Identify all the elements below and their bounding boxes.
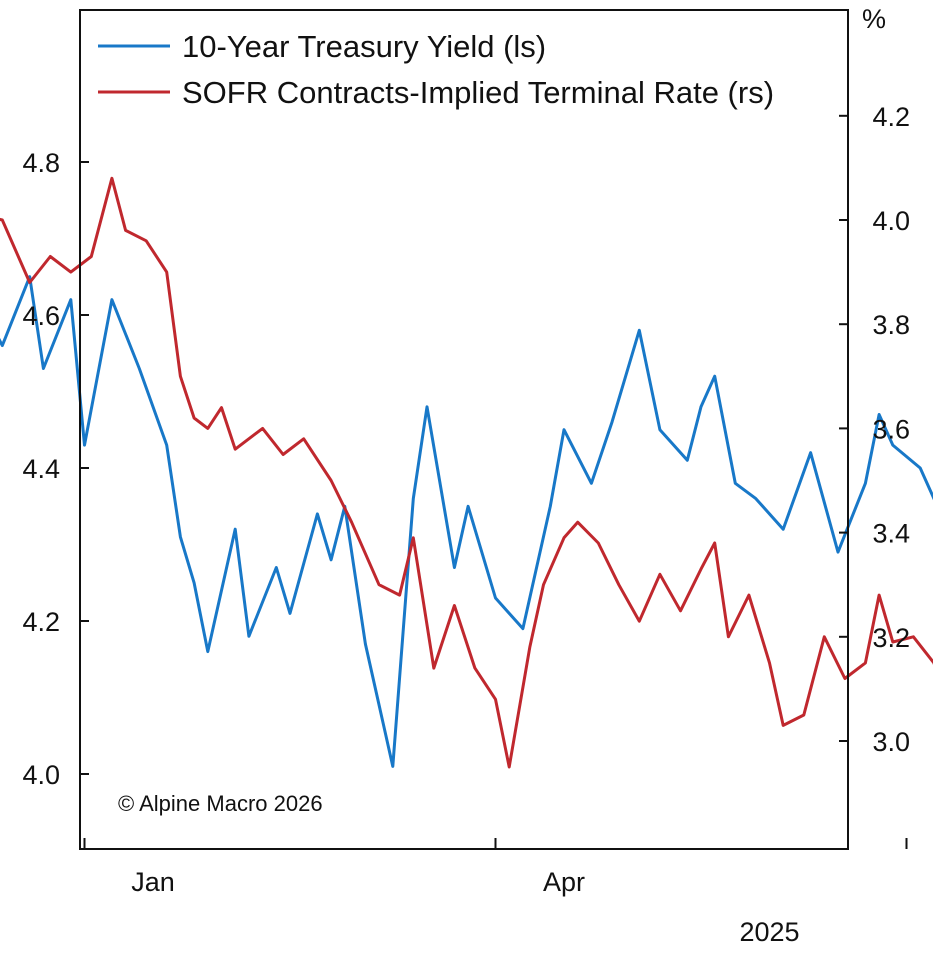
- right-axis-tick-label: 3.6: [872, 414, 910, 444]
- legend: 10-Year Treasury Yield (ls) SOFR Contrac…: [98, 29, 774, 110]
- series-layer: [0, 176, 933, 769]
- x-axis-year-label: 2025: [739, 917, 799, 947]
- right-y-axis: 3.0 3.2 3.4 3.6 3.8 4.0 4.2: [839, 102, 910, 757]
- credit-text: © Alpine Macro 2026: [118, 791, 323, 816]
- right-axis-tick-label: 4.0: [872, 206, 910, 236]
- x-axis-month-label: Apr: [543, 867, 585, 897]
- left-y-axis: 4.0 4.2 4.4 4.6 4.8: [22, 148, 89, 790]
- x-axis: JanAprJulOctJanApr20252026: [83, 838, 908, 947]
- right-axis-tick-label: 3.0: [872, 727, 910, 757]
- left-axis-tick-label: 4.2: [22, 607, 60, 637]
- left-axis-tick-label: 4.6: [22, 301, 60, 331]
- left-axis-tick-label: 4.8: [22, 148, 60, 178]
- right-axis-tick-label: 3.2: [872, 623, 910, 653]
- right-axis-unit-label: %: [862, 4, 886, 34]
- series-line-sofr-terminal-rate: [0, 176, 933, 769]
- left-axis-tick-label: 4.4: [22, 454, 60, 484]
- right-axis-tick-label: 3.8: [872, 310, 910, 340]
- plot-area-frame: [79, 9, 849, 850]
- left-axis-tick-label: 4.0: [22, 760, 60, 790]
- series-line-10y-treasury: [0, 275, 933, 768]
- right-axis-tick-label: 3.4: [872, 519, 910, 549]
- legend-label-sofr-terminal-rate: SOFR Contracts-Implied Terminal Rate (rs…: [182, 75, 774, 110]
- legend-label-10y-treasury: 10-Year Treasury Yield (ls): [182, 29, 546, 64]
- right-axis-tick-label: 4.2: [872, 102, 910, 132]
- x-axis-month-label: Jan: [131, 867, 175, 897]
